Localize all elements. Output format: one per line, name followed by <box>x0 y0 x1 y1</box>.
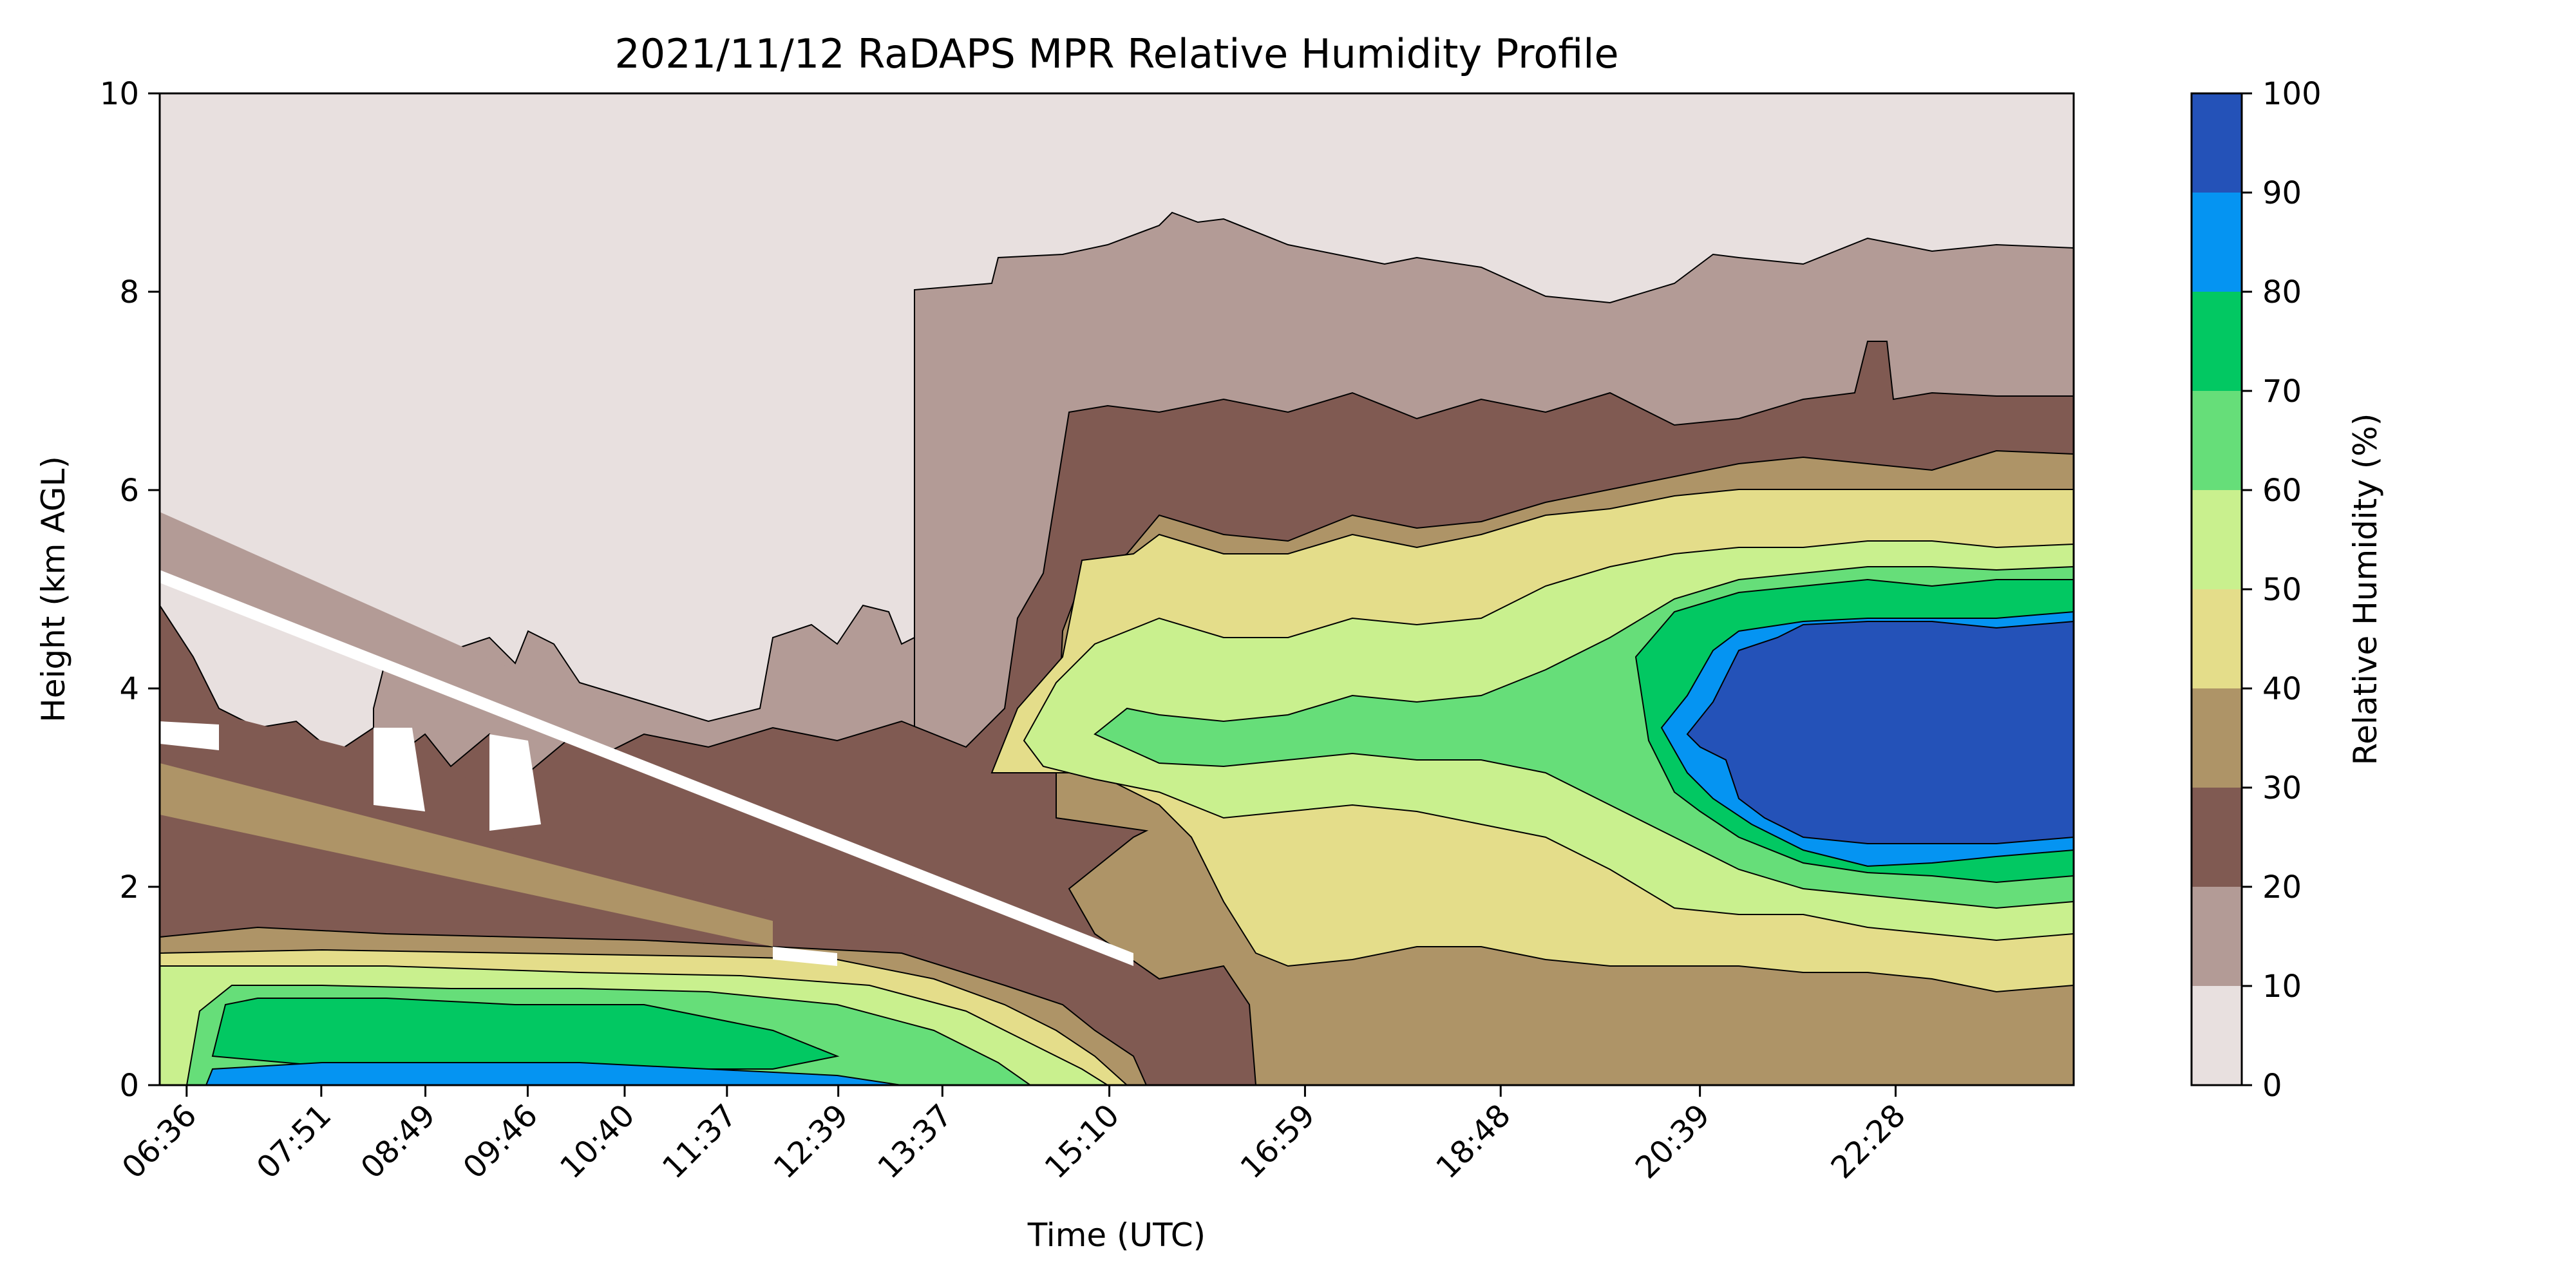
colorbar-label: Relative Humidity (%) <box>2347 413 2384 766</box>
colorbar-tick-label: 30 <box>2262 770 2302 806</box>
x-tick-label: 12:39 <box>767 1097 855 1186</box>
y-tick-label: 6 <box>119 473 139 509</box>
y-axis: 0 2 4 6 8 10 <box>100 76 160 1104</box>
plot-frame <box>158 92 2075 1086</box>
y-axis-label: Height (km AGL) <box>35 456 72 723</box>
colorbar-tick-label: 0 <box>2262 1068 2282 1104</box>
colorbar-tick-label: 70 <box>2262 374 2302 410</box>
missing-data-gap <box>374 728 425 811</box>
colorbar-tick-label: 50 <box>2262 572 2302 608</box>
x-tick-label: 10:40 <box>553 1097 641 1186</box>
colorbar-tick-label: 60 <box>2262 473 2302 509</box>
x-tick-label: 18:48 <box>1429 1097 1517 1186</box>
colorbar-segment <box>2192 490 2242 589</box>
x-axis-label: Time (UTC) <box>1027 1217 1206 1254</box>
colorbar-segment <box>2192 986 2242 1085</box>
y-tick-label: 8 <box>119 274 139 310</box>
colorbar-segment <box>2192 93 2242 193</box>
colorbar-tick-label: 80 <box>2262 274 2302 310</box>
colorbar-segment <box>2192 589 2242 688</box>
colorbar-segment <box>2192 788 2242 887</box>
colorbar: 0 10 20 30 40 50 60 70 80 90 100 <box>2190 76 2322 1104</box>
colorbar-segment <box>2192 391 2242 490</box>
colorbar-tick-label: 90 <box>2262 175 2302 211</box>
missing-data-gap <box>160 721 219 750</box>
chart-title: 2021/11/12 RaDAPS MPR Relative Humidity … <box>614 30 1618 77</box>
colorbar-tick-label: 10 <box>2262 969 2302 1005</box>
y-tick-label: 10 <box>100 76 139 112</box>
colorbar-segment <box>2192 688 2242 788</box>
colorbar-segment <box>2192 292 2242 391</box>
colorbar-tick-label: 20 <box>2262 869 2302 905</box>
rh-band-80-90 <box>205 1062 902 1085</box>
x-tick-label: 16:59 <box>1233 1097 1321 1186</box>
rh-band-30-40 <box>160 763 773 947</box>
missing-data-gap <box>773 947 837 966</box>
y-tick-label: 0 <box>119 1068 139 1104</box>
colorbar-tick-label: 100 <box>2262 76 2322 112</box>
x-tick-label: 22:28 <box>1824 1097 1913 1186</box>
y-tick-label: 2 <box>119 869 139 905</box>
x-tick-label: 11:37 <box>656 1097 744 1186</box>
colorbar-segment <box>2192 887 2242 986</box>
contour-plot-area <box>160 93 2074 1085</box>
rh-band-90-100 <box>1686 620 2074 844</box>
x-tick-label: 06:36 <box>115 1097 204 1186</box>
colorbar-segment <box>2192 193 2242 292</box>
missing-data-gap <box>489 734 541 831</box>
x-tick-label: 15:10 <box>1038 1097 1126 1186</box>
colorbar-tick-label: 40 <box>2262 671 2302 707</box>
x-axis: 06:36 07:51 08:49 09:46 10:40 11:37 12:39 13:37… <box>115 1085 1913 1186</box>
x-tick-label: 08:49 <box>354 1097 442 1186</box>
x-tick-label: 20:39 <box>1629 1097 1717 1186</box>
x-tick-label: 09:46 <box>457 1097 545 1186</box>
missing-data-gap <box>160 570 1133 966</box>
y-tick-label: 4 <box>119 671 139 707</box>
x-tick-label: 07:51 <box>250 1097 338 1186</box>
x-tick-label: 13:37 <box>871 1097 959 1186</box>
